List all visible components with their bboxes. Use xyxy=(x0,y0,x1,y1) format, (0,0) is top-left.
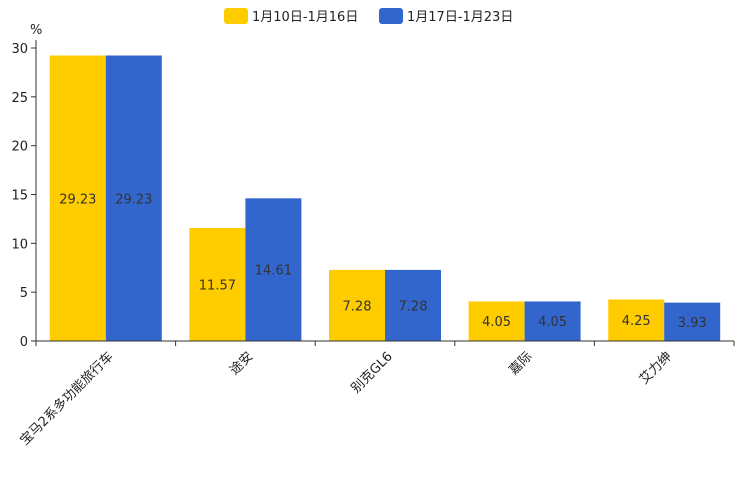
bar xyxy=(49,55,106,342)
legend-label: 1月10日-1月16日 xyxy=(252,10,358,25)
legend-swatch xyxy=(379,8,403,24)
y-axis: 0 5 10 15 20 25 30 xyxy=(11,40,37,350)
bar xyxy=(524,301,581,341)
bar-value-label: 7.28 xyxy=(343,299,372,314)
bar-value-label: 29.23 xyxy=(59,192,96,207)
bar xyxy=(329,269,385,341)
x-category-label: 别克GL6 xyxy=(349,349,396,396)
bar xyxy=(468,301,525,341)
x-category-label: 艾力绅 xyxy=(637,349,675,387)
bar xyxy=(245,198,302,341)
bar-value-label: 3.93 xyxy=(678,316,707,331)
x-category-label: 嘉际 xyxy=(506,349,535,378)
bar-value-label: 14.61 xyxy=(255,264,292,279)
y-tick-label: 25 xyxy=(11,91,28,106)
legend: 1月10日-1月16日 1月17日-1月23日 xyxy=(224,8,513,25)
x-category-label: 途安 xyxy=(227,349,257,379)
bar xyxy=(664,302,721,341)
bar xyxy=(385,269,441,341)
bar-value-label: 7.28 xyxy=(399,299,428,314)
y-tick-label: 20 xyxy=(11,140,28,155)
y-axis-unit-label: % xyxy=(30,23,42,38)
bar xyxy=(608,299,665,341)
bar-value-label: 29.23 xyxy=(115,192,152,207)
y-tick-label: 5 xyxy=(20,286,28,301)
y-tick-label: 15 xyxy=(11,189,28,204)
bar-value-label: 4.25 xyxy=(622,314,651,329)
y-tick-label: 30 xyxy=(11,42,28,57)
bars: 29.23 29.23 11.57 14.61 7.28 7.28 4.05 4.05 4.25… xyxy=(49,55,721,342)
y-tick-label: 0 xyxy=(20,335,28,350)
y-tick-label: 10 xyxy=(11,237,28,252)
bar xyxy=(105,55,162,342)
legend-label: 1月17日-1月23日 xyxy=(407,10,513,25)
x-category-label: 宝马2系多功能旅行车 xyxy=(17,349,117,449)
bar xyxy=(189,227,246,341)
x-axis: 宝马2系多功能旅行车 途安 别克GL6 嘉际 艾力绅 xyxy=(17,340,735,449)
bar-value-label: 4.05 xyxy=(538,315,567,330)
legend-swatch xyxy=(224,8,248,24)
bar-value-label: 11.57 xyxy=(199,278,236,293)
bar-value-label: 4.05 xyxy=(482,315,511,330)
